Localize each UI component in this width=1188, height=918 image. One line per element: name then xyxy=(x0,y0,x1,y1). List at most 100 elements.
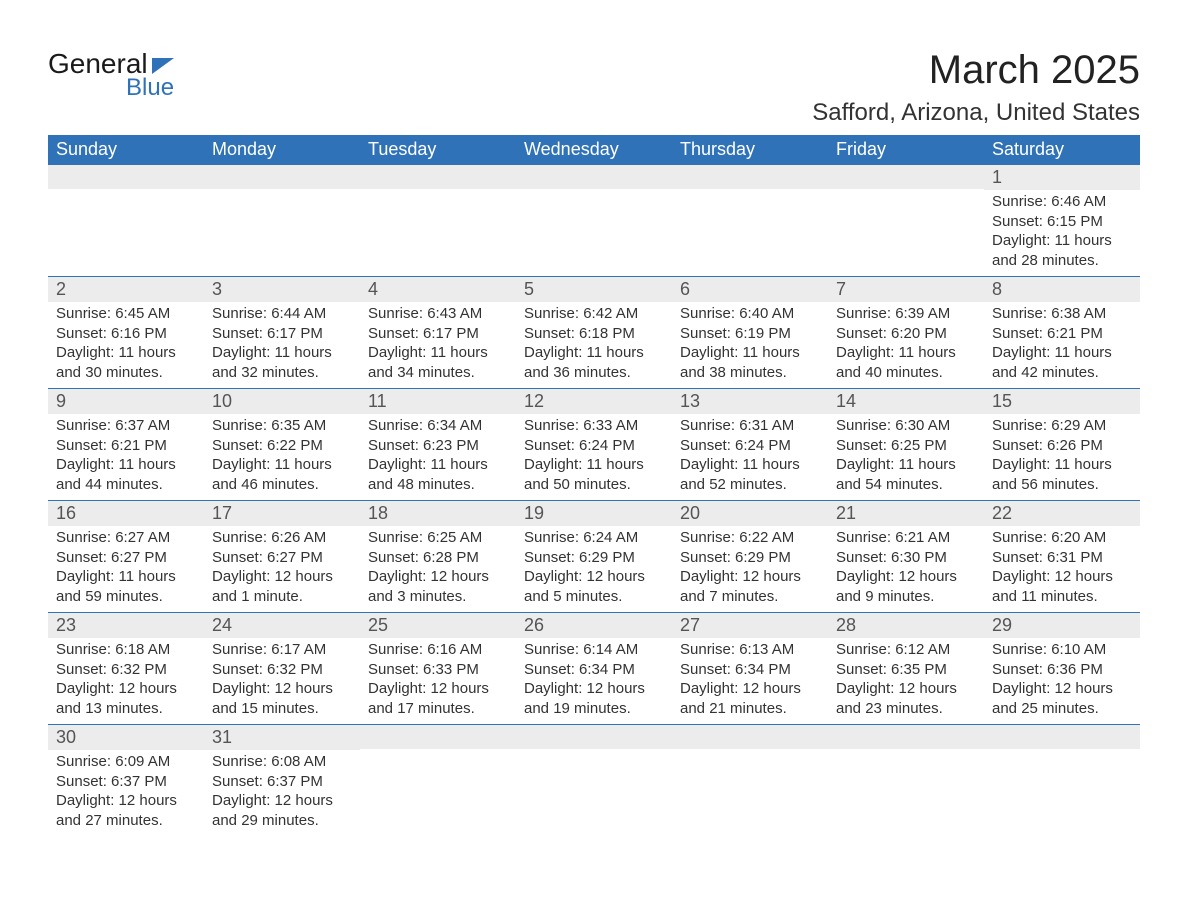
calendar-cell: 3Sunrise: 6:44 AMSunset: 6:17 PMDaylight… xyxy=(204,277,360,389)
calendar-cell xyxy=(828,725,984,837)
calendar-cell xyxy=(48,165,204,277)
day-info: Sunrise: 6:29 AMSunset: 6:26 PMDaylight:… xyxy=(984,414,1140,500)
day-info: Sunrise: 6:14 AMSunset: 6:34 PMDaylight:… xyxy=(516,638,672,724)
day-info: Sunrise: 6:17 AMSunset: 6:32 PMDaylight:… xyxy=(204,638,360,724)
day-info: Sunrise: 6:10 AMSunset: 6:36 PMDaylight:… xyxy=(984,638,1140,724)
day-number: 27 xyxy=(672,613,828,638)
day-number xyxy=(48,165,204,189)
day-number xyxy=(516,165,672,189)
calendar-cell: 20Sunrise: 6:22 AMSunset: 6:29 PMDayligh… xyxy=(672,501,828,613)
sunrise-text: Sunrise: 6:10 AM xyxy=(992,640,1132,660)
logo-triangle-icon xyxy=(152,58,174,74)
day-number: 14 xyxy=(828,389,984,414)
sunrise-text: Sunrise: 6:08 AM xyxy=(212,752,352,772)
day-info: Sunrise: 6:24 AMSunset: 6:29 PMDaylight:… xyxy=(516,526,672,612)
day-number: 23 xyxy=(48,613,204,638)
daylight-text: Daylight: 11 hours and 34 minutes. xyxy=(368,343,508,382)
sunrise-text: Sunrise: 6:33 AM xyxy=(524,416,664,436)
day-info: Sunrise: 6:27 AMSunset: 6:27 PMDaylight:… xyxy=(48,526,204,612)
day-number: 15 xyxy=(984,389,1140,414)
sunset-text: Sunset: 6:36 PM xyxy=(992,660,1132,680)
daylight-text: Daylight: 12 hours and 1 minute. xyxy=(212,567,352,606)
sunset-text: Sunset: 6:17 PM xyxy=(368,324,508,344)
sunrise-text: Sunrise: 6:27 AM xyxy=(56,528,196,548)
sunset-text: Sunset: 6:16 PM xyxy=(56,324,196,344)
daylight-text: Daylight: 12 hours and 3 minutes. xyxy=(368,567,508,606)
sunset-text: Sunset: 6:31 PM xyxy=(992,548,1132,568)
weekday-header: Tuesday xyxy=(360,135,516,165)
calendar-cell: 12Sunrise: 6:33 AMSunset: 6:24 PMDayligh… xyxy=(516,389,672,501)
daylight-text: Daylight: 11 hours and 40 minutes. xyxy=(836,343,976,382)
sunrise-text: Sunrise: 6:42 AM xyxy=(524,304,664,324)
sunset-text: Sunset: 6:27 PM xyxy=(212,548,352,568)
day-number: 31 xyxy=(204,725,360,750)
sunset-text: Sunset: 6:25 PM xyxy=(836,436,976,456)
calendar-cell: 21Sunrise: 6:21 AMSunset: 6:30 PMDayligh… xyxy=(828,501,984,613)
day-info: Sunrise: 6:13 AMSunset: 6:34 PMDaylight:… xyxy=(672,638,828,724)
sunset-text: Sunset: 6:35 PM xyxy=(836,660,976,680)
day-info: Sunrise: 6:38 AMSunset: 6:21 PMDaylight:… xyxy=(984,302,1140,388)
calendar-cell: 17Sunrise: 6:26 AMSunset: 6:27 PMDayligh… xyxy=(204,501,360,613)
sunrise-text: Sunrise: 6:29 AM xyxy=(992,416,1132,436)
day-number xyxy=(672,725,828,749)
sunset-text: Sunset: 6:23 PM xyxy=(368,436,508,456)
daylight-text: Daylight: 12 hours and 23 minutes. xyxy=(836,679,976,718)
month-title: March 2025 xyxy=(812,48,1140,93)
daylight-text: Daylight: 11 hours and 44 minutes. xyxy=(56,455,196,494)
day-number: 4 xyxy=(360,277,516,302)
calendar-week-row: 1Sunrise: 6:46 AMSunset: 6:15 PMDaylight… xyxy=(48,165,1140,277)
sunset-text: Sunset: 6:26 PM xyxy=(992,436,1132,456)
day-info: Sunrise: 6:20 AMSunset: 6:31 PMDaylight:… xyxy=(984,526,1140,612)
day-info: Sunrise: 6:31 AMSunset: 6:24 PMDaylight:… xyxy=(672,414,828,500)
calendar-cell xyxy=(516,725,672,837)
calendar-body: 1Sunrise: 6:46 AMSunset: 6:15 PMDaylight… xyxy=(48,165,1140,837)
calendar-cell xyxy=(984,725,1140,837)
day-info: Sunrise: 6:12 AMSunset: 6:35 PMDaylight:… xyxy=(828,638,984,724)
day-number: 12 xyxy=(516,389,672,414)
sunset-text: Sunset: 6:28 PM xyxy=(368,548,508,568)
sunset-text: Sunset: 6:19 PM xyxy=(680,324,820,344)
sunrise-text: Sunrise: 6:44 AM xyxy=(212,304,352,324)
sunrise-text: Sunrise: 6:22 AM xyxy=(680,528,820,548)
day-number: 19 xyxy=(516,501,672,526)
weekday-header: Wednesday xyxy=(516,135,672,165)
daylight-text: Daylight: 11 hours and 30 minutes. xyxy=(56,343,196,382)
day-number xyxy=(828,725,984,749)
daylight-text: Daylight: 12 hours and 11 minutes. xyxy=(992,567,1132,606)
calendar-cell xyxy=(360,165,516,277)
sunset-text: Sunset: 6:34 PM xyxy=(524,660,664,680)
sunrise-text: Sunrise: 6:09 AM xyxy=(56,752,196,772)
sunrise-text: Sunrise: 6:46 AM xyxy=(992,192,1132,212)
day-number xyxy=(672,165,828,189)
calendar-cell xyxy=(672,165,828,277)
day-number xyxy=(516,725,672,749)
calendar-cell: 30Sunrise: 6:09 AMSunset: 6:37 PMDayligh… xyxy=(48,725,204,837)
daylight-text: Daylight: 12 hours and 17 minutes. xyxy=(368,679,508,718)
calendar-week-row: 30Sunrise: 6:09 AMSunset: 6:37 PMDayligh… xyxy=(48,725,1140,837)
day-info: Sunrise: 6:08 AMSunset: 6:37 PMDaylight:… xyxy=(204,750,360,836)
daylight-text: Daylight: 11 hours and 52 minutes. xyxy=(680,455,820,494)
day-number: 5 xyxy=(516,277,672,302)
sunrise-text: Sunrise: 6:25 AM xyxy=(368,528,508,548)
calendar-cell: 15Sunrise: 6:29 AMSunset: 6:26 PMDayligh… xyxy=(984,389,1140,501)
sunrise-text: Sunrise: 6:31 AM xyxy=(680,416,820,436)
logo-text-sub: Blue xyxy=(126,74,174,102)
title-block: March 2025 Safford, Arizona, United Stat… xyxy=(812,48,1140,127)
day-info: Sunrise: 6:18 AMSunset: 6:32 PMDaylight:… xyxy=(48,638,204,724)
day-number xyxy=(360,165,516,189)
day-info: Sunrise: 6:44 AMSunset: 6:17 PMDaylight:… xyxy=(204,302,360,388)
day-number: 2 xyxy=(48,277,204,302)
calendar-cell: 28Sunrise: 6:12 AMSunset: 6:35 PMDayligh… xyxy=(828,613,984,725)
calendar-cell: 8Sunrise: 6:38 AMSunset: 6:21 PMDaylight… xyxy=(984,277,1140,389)
day-number: 16 xyxy=(48,501,204,526)
calendar-cell: 1Sunrise: 6:46 AMSunset: 6:15 PMDaylight… xyxy=(984,165,1140,277)
day-info: Sunrise: 6:37 AMSunset: 6:21 PMDaylight:… xyxy=(48,414,204,500)
sunrise-text: Sunrise: 6:39 AM xyxy=(836,304,976,324)
location-text: Safford, Arizona, United States xyxy=(812,99,1140,127)
sunset-text: Sunset: 6:21 PM xyxy=(992,324,1132,344)
calendar-cell: 19Sunrise: 6:24 AMSunset: 6:29 PMDayligh… xyxy=(516,501,672,613)
day-info: Sunrise: 6:42 AMSunset: 6:18 PMDaylight:… xyxy=(516,302,672,388)
calendar-cell: 24Sunrise: 6:17 AMSunset: 6:32 PMDayligh… xyxy=(204,613,360,725)
sunset-text: Sunset: 6:17 PM xyxy=(212,324,352,344)
calendar-thead: Sunday Monday Tuesday Wednesday Thursday… xyxy=(48,135,1140,165)
